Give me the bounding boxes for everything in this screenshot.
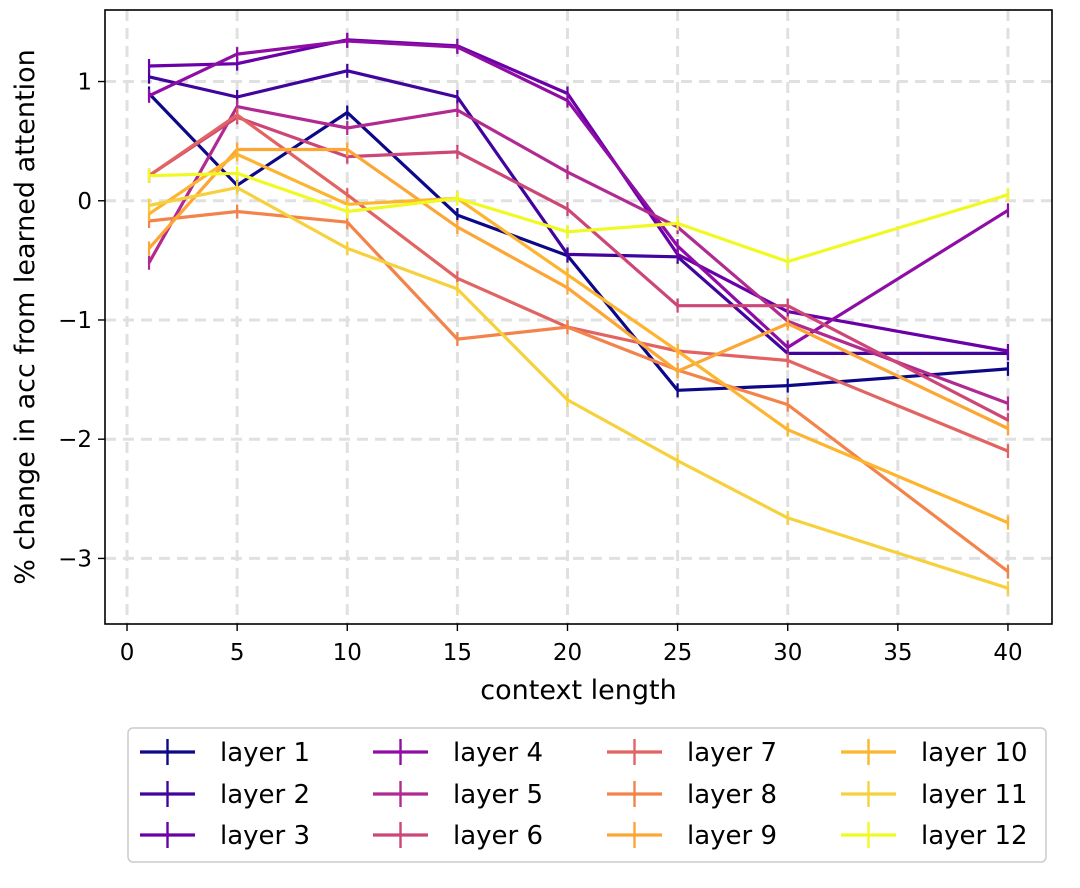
- series-line: [148, 152, 1009, 525]
- series-layer-12: [147, 166, 1010, 269]
- legend-label: layer 9: [687, 821, 777, 851]
- legend-label: layer 1: [220, 738, 310, 768]
- x-tick-label: 10: [333, 640, 362, 666]
- series-line: [147, 92, 1009, 392]
- y-tick-label: −3: [58, 546, 92, 572]
- series-layer-9: [147, 142, 1010, 436]
- x-tick-label: 35: [883, 640, 912, 666]
- series-lines: [147, 32, 1010, 596]
- x-tick-label: 20: [553, 640, 582, 666]
- x-tick-label: 25: [663, 640, 692, 666]
- legend-label: layer 5: [453, 780, 543, 810]
- legend-item: layer 7: [607, 738, 777, 768]
- series-line: [147, 147, 1009, 430]
- series-line: [148, 115, 1009, 422]
- series-layer-6: [147, 110, 1010, 428]
- x-tick-label: 40: [993, 640, 1022, 666]
- legend-label: layer 12: [921, 821, 1028, 851]
- x-tick-label: 30: [773, 640, 802, 666]
- series-line: [148, 113, 1009, 453]
- series-layer-11: [147, 180, 1010, 596]
- y-tick-label: 1: [77, 70, 92, 96]
- legend-item: layer 10: [841, 738, 1028, 768]
- legend-item: layer 12: [841, 821, 1028, 851]
- y-tick-label: −2: [58, 427, 92, 453]
- legend-item: layer 4: [373, 738, 543, 768]
- series-layer-8: [147, 204, 1010, 579]
- legend-item: layer 8: [607, 780, 777, 810]
- series-line: [148, 38, 1009, 353]
- legend-item: layer 11: [841, 780, 1028, 810]
- y-tick-label: −1: [58, 308, 92, 334]
- legend-label: layer 6: [453, 821, 543, 851]
- x-tick-label: 5: [230, 640, 245, 666]
- legend-item: layer 6: [373, 821, 543, 851]
- plot-frame: [104, 9, 1053, 625]
- grid: [105, 10, 1052, 624]
- legend-label: layer 2: [220, 780, 310, 810]
- legend: layer 1 layer 2 layer 3 layer 4 layer 5 layer…: [127, 727, 1047, 863]
- series-line: [148, 186, 1009, 590]
- legend-label: layer 7: [687, 738, 777, 768]
- x-axis-title: context length: [480, 675, 676, 706]
- legend-frame: [127, 727, 1047, 863]
- x-tick-label: 0: [120, 640, 135, 666]
- legend-item: layer 9: [607, 821, 777, 851]
- y-axis-title: % change in acc from learned attention: [10, 49, 41, 585]
- series-line: [148, 69, 1008, 355]
- legend-label: layer 4: [453, 738, 543, 768]
- legend-label: layer 8: [687, 780, 777, 810]
- x-tick-label: 15: [443, 640, 472, 666]
- legend-item: layer 5: [373, 780, 543, 810]
- legend-item: layer 3: [140, 821, 310, 851]
- legend-label: layer 10: [921, 738, 1028, 768]
- legend-label: layer 3: [220, 821, 310, 851]
- legend-item: layer 1: [140, 738, 310, 768]
- legend-item: layer 2: [140, 780, 310, 810]
- series-line: [148, 171, 1009, 264]
- legend-label: layer 11: [921, 780, 1028, 810]
- y-tick-label: 0: [77, 189, 92, 215]
- series-line: [148, 209, 1009, 573]
